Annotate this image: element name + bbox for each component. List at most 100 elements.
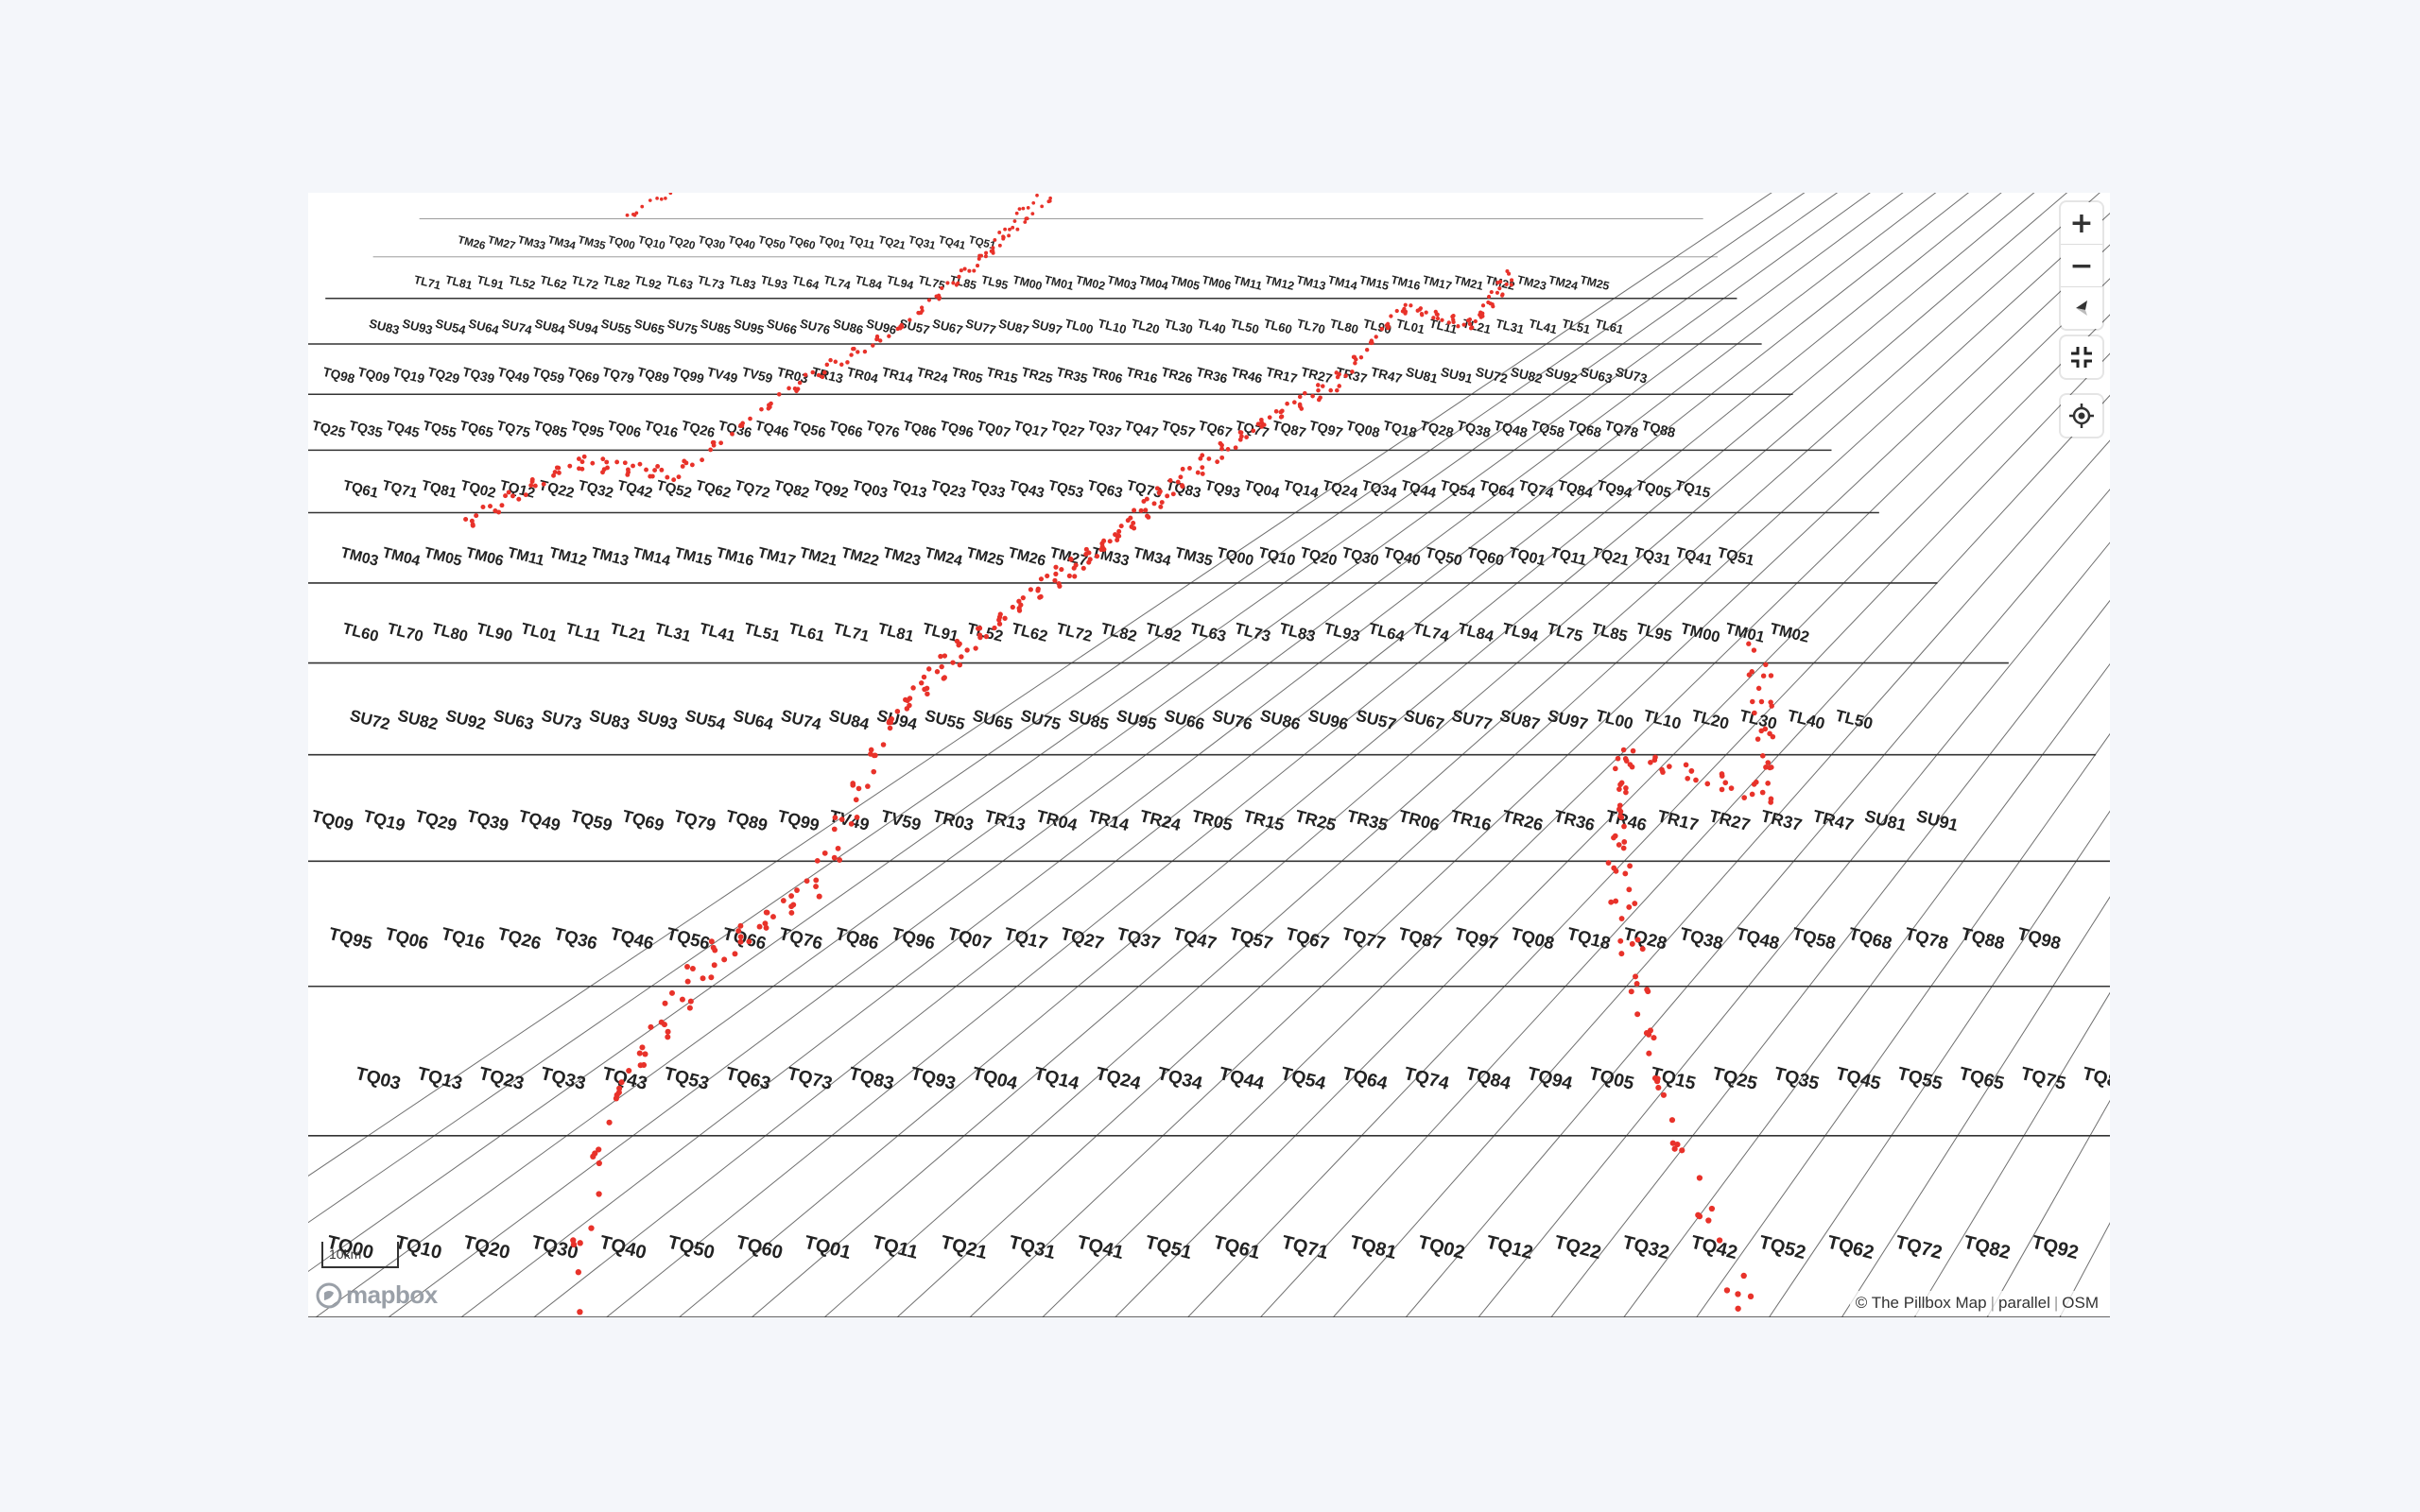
pillbox-point[interactable] xyxy=(1627,762,1634,767)
pillbox-point[interactable] xyxy=(942,675,947,680)
pillbox-point[interactable] xyxy=(1723,1287,1731,1294)
pillbox-point[interactable] xyxy=(1632,901,1638,906)
pillbox-point[interactable] xyxy=(1178,474,1184,480)
pillbox-point[interactable] xyxy=(780,898,786,903)
pillbox-point[interactable] xyxy=(1007,233,1011,238)
pillbox-point[interactable] xyxy=(1693,777,1699,783)
pillbox-point[interactable] xyxy=(668,193,673,196)
pillbox-point[interactable] xyxy=(991,246,995,250)
pillbox-point[interactable] xyxy=(590,1153,596,1160)
pillbox-point[interactable] xyxy=(625,213,630,217)
pillbox-point[interactable] xyxy=(1354,357,1358,362)
pillbox-point[interactable] xyxy=(488,504,493,509)
pillbox-point[interactable] xyxy=(655,197,659,200)
pillbox-point[interactable] xyxy=(962,266,967,271)
pillbox-point[interactable] xyxy=(661,1022,667,1028)
pillbox-point[interactable] xyxy=(1634,1011,1641,1018)
pillbox-point[interactable] xyxy=(1616,842,1622,848)
pillbox-point[interactable] xyxy=(1767,765,1772,771)
pillbox-point[interactable] xyxy=(1037,594,1043,600)
pillbox-point[interactable] xyxy=(1337,384,1341,388)
pillbox-point[interactable] xyxy=(1617,782,1623,788)
pillbox-point[interactable] xyxy=(997,243,1002,248)
pillbox-point[interactable] xyxy=(1419,311,1425,317)
pillbox-point[interactable] xyxy=(687,998,694,1005)
pillbox-point[interactable] xyxy=(1278,415,1284,420)
pillbox-point[interactable] xyxy=(1768,699,1773,705)
pillbox-point[interactable] xyxy=(618,1079,625,1086)
pillbox-point[interactable] xyxy=(1620,845,1627,851)
pillbox-point[interactable] xyxy=(887,725,893,731)
pillbox-point[interactable] xyxy=(529,479,535,484)
pillbox-point[interactable] xyxy=(1015,227,1020,232)
pillbox-point[interactable] xyxy=(920,305,925,310)
pillbox-point[interactable] xyxy=(1131,521,1136,526)
pillbox-point[interactable] xyxy=(1048,196,1052,200)
pillbox-point[interactable] xyxy=(1754,736,1761,742)
pillbox-point[interactable] xyxy=(567,463,573,469)
pillbox-point[interactable] xyxy=(1435,316,1441,321)
pillbox-point[interactable] xyxy=(1626,886,1633,893)
pillbox-point[interactable] xyxy=(1350,369,1355,374)
pillbox-point[interactable] xyxy=(1107,539,1113,544)
pillbox-point[interactable] xyxy=(1667,764,1672,769)
pillbox-point[interactable] xyxy=(748,416,752,421)
mapbox-logo[interactable]: mapbox xyxy=(316,1280,438,1310)
pillbox-point[interactable] xyxy=(973,645,978,651)
pillbox-point[interactable] xyxy=(1753,779,1759,785)
pillbox-point[interactable] xyxy=(1143,507,1149,513)
pillbox-point[interactable] xyxy=(1668,1117,1676,1124)
pillbox-point[interactable] xyxy=(581,454,587,459)
pillbox-point[interactable] xyxy=(1318,395,1322,401)
pillbox-point[interactable] xyxy=(1741,795,1748,800)
pillbox-point[interactable] xyxy=(1498,279,1503,284)
pillbox-point[interactable] xyxy=(1001,235,1006,240)
perspective-grid-map[interactable]: TQ00 TQ10 TQ20 TQ30 TQ40 TQ50 TQ60 TQ01 TQ11 TQ21… xyxy=(308,193,2110,1317)
pillbox-point[interactable] xyxy=(824,362,830,368)
pillbox-point[interactable] xyxy=(850,781,856,786)
pillbox-point[interactable] xyxy=(854,814,860,820)
pillbox-point[interactable] xyxy=(668,989,675,996)
pillbox-point[interactable] xyxy=(1486,294,1492,300)
pillbox-point[interactable] xyxy=(937,297,942,301)
pillbox-point[interactable] xyxy=(659,467,665,472)
pillbox-point[interactable] xyxy=(1016,598,1022,604)
pillbox-point[interactable] xyxy=(1053,564,1059,570)
pillbox-point[interactable] xyxy=(1023,220,1028,224)
pillbox-point[interactable] xyxy=(868,747,874,753)
pillbox-point[interactable] xyxy=(1628,988,1634,995)
pillbox-point[interactable] xyxy=(1451,319,1456,324)
pillbox-point[interactable] xyxy=(1146,514,1151,520)
pillbox-point[interactable] xyxy=(776,392,782,397)
pillbox-point[interactable] xyxy=(1626,903,1633,910)
pillbox-point[interactable] xyxy=(541,481,546,487)
pillbox-point[interactable] xyxy=(816,372,821,378)
pillbox-point[interactable] xyxy=(499,503,505,508)
pillbox-point[interactable] xyxy=(1002,615,1008,621)
pillbox-point[interactable] xyxy=(604,459,610,465)
pillbox-point[interactable] xyxy=(1299,406,1305,411)
pillbox-point[interactable] xyxy=(838,816,845,822)
pillbox-point[interactable] xyxy=(977,256,981,261)
pillbox-point[interactable] xyxy=(1759,789,1766,796)
pillbox-point[interactable] xyxy=(762,920,769,927)
pillbox-point[interactable] xyxy=(606,1119,613,1125)
pillbox-point[interactable] xyxy=(1180,466,1185,472)
pillbox-point[interactable] xyxy=(1660,1091,1668,1098)
pillbox-point[interactable] xyxy=(1763,662,1769,667)
pillbox-point[interactable] xyxy=(1151,501,1157,507)
pillbox-point[interactable] xyxy=(1505,268,1510,274)
map-canvas[interactable]: TQ00 TQ10 TQ20 TQ30 TQ40 TQ50 TQ60 TQ01 TQ11 TQ21… xyxy=(308,193,2110,1317)
pillbox-point[interactable] xyxy=(1705,1217,1712,1224)
pillbox-point[interactable] xyxy=(759,406,764,412)
pillbox-point[interactable] xyxy=(746,938,752,945)
pillbox-point[interactable] xyxy=(576,456,581,461)
pillbox-point[interactable] xyxy=(1238,434,1244,439)
pillbox-point[interactable] xyxy=(1613,898,1619,904)
pillbox-point[interactable] xyxy=(849,352,854,357)
pillbox-point[interactable] xyxy=(735,928,742,935)
pillbox-point[interactable] xyxy=(991,249,995,253)
pillbox-point[interactable] xyxy=(1195,470,1201,475)
pillbox-point[interactable] xyxy=(1746,641,1752,646)
pillbox-point[interactable] xyxy=(648,1023,654,1030)
